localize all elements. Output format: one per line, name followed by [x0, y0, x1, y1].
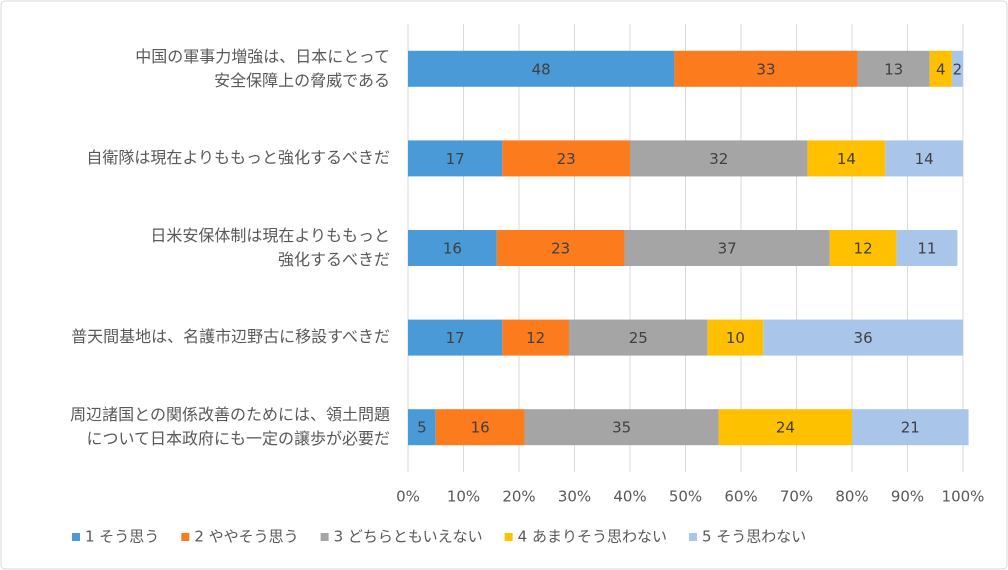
y-tick-label: 日米安保体制は現在よりももっと強化するべきだ [150, 226, 390, 269]
bar-segment [885, 140, 963, 177]
bar-segment [857, 50, 930, 87]
bar-segment [408, 319, 503, 356]
legend-swatch [72, 533, 80, 541]
data-label: 13 [884, 60, 903, 78]
data-label: 11 [917, 240, 936, 258]
bar-segment [496, 230, 625, 266]
data-label: 23 [557, 150, 576, 168]
data-label: 48 [532, 60, 551, 78]
data-label: 35 [612, 419, 631, 437]
data-label: 17 [446, 150, 465, 168]
data-label: 23 [551, 240, 570, 258]
data-label: 25 [629, 329, 648, 347]
bar-segment [435, 409, 525, 446]
bar-segment [674, 50, 858, 87]
bar-segment [718, 409, 852, 446]
bar-segment [408, 230, 497, 266]
data-label: 16 [471, 419, 490, 437]
legend-swatch [504, 533, 513, 541]
bar-segment [951, 50, 963, 87]
x-tick-label: 80% [835, 488, 868, 506]
data-label: 21 [901, 419, 920, 437]
legend-label: 1 そう思う [85, 528, 159, 546]
bar-segment [852, 409, 969, 446]
data-label: 17 [446, 329, 465, 347]
legend-label: 2 ややそう思う [194, 528, 298, 546]
data-label: 5 [417, 419, 427, 437]
bar-segment [502, 140, 630, 177]
x-tick-label: 30% [558, 488, 591, 506]
bar-segment [630, 140, 808, 177]
y-tick-label: 自衛隊は現在よりももっと強化するべきだ [86, 148, 390, 167]
bar-segment [624, 230, 830, 266]
x-tick-label: 20% [502, 488, 535, 506]
bar-segment [896, 230, 958, 266]
bar-segment [524, 409, 719, 446]
x-tick-label: 0% [396, 488, 420, 506]
x-tick-label: 60% [724, 488, 757, 506]
bar-segment [502, 319, 569, 356]
y-tick-label: 周辺諸国との関係改善のためには、領土問題について日本政府にも一定の譲歩が必要だ [70, 405, 390, 448]
bar-segment [807, 140, 886, 177]
y-tick-label: 普天間基地は、名護市辺野古に移設すべきだ [71, 327, 390, 346]
data-label: 37 [718, 240, 737, 258]
y-tick-label: 中国の軍事力増強は、日本にとって安全保障上の脅威である [135, 46, 390, 89]
x-tick-label: 10% [447, 488, 480, 506]
data-label: 2 [953, 60, 963, 78]
data-label: 36 [854, 329, 873, 347]
data-label: 12 [854, 240, 873, 258]
x-tick-label: 70% [780, 488, 813, 506]
data-label: 33 [756, 60, 775, 78]
x-tick-label: 50% [669, 488, 702, 506]
data-label: 10 [726, 329, 745, 347]
x-tick-label: 100% [942, 488, 985, 506]
x-tick-label: 40% [613, 488, 646, 506]
bar-segment [707, 319, 764, 356]
legend-label: 4 あまりそう思わない [518, 528, 667, 546]
bar-segment [763, 319, 963, 356]
data-label: 4 [936, 60, 946, 78]
legend-label: 3 どちらともいえない [334, 528, 483, 546]
bar-segment [408, 140, 503, 177]
bar-segment [408, 409, 436, 446]
data-label: 14 [837, 150, 856, 168]
bar-segment [568, 319, 708, 356]
data-label: 12 [526, 329, 545, 347]
x-tick-label: 90% [891, 488, 924, 506]
data-label: 24 [776, 419, 795, 437]
data-label: 16 [443, 240, 462, 258]
legend-label: 5 そう思わない [702, 528, 806, 546]
bar-segment [408, 50, 675, 87]
bar-segment [929, 50, 952, 87]
data-label: 14 [915, 150, 934, 168]
legend-swatch [181, 533, 190, 541]
bar-segment [829, 230, 897, 266]
legend-swatch [320, 533, 329, 541]
data-label: 32 [709, 150, 728, 168]
legend-swatch [688, 533, 697, 541]
